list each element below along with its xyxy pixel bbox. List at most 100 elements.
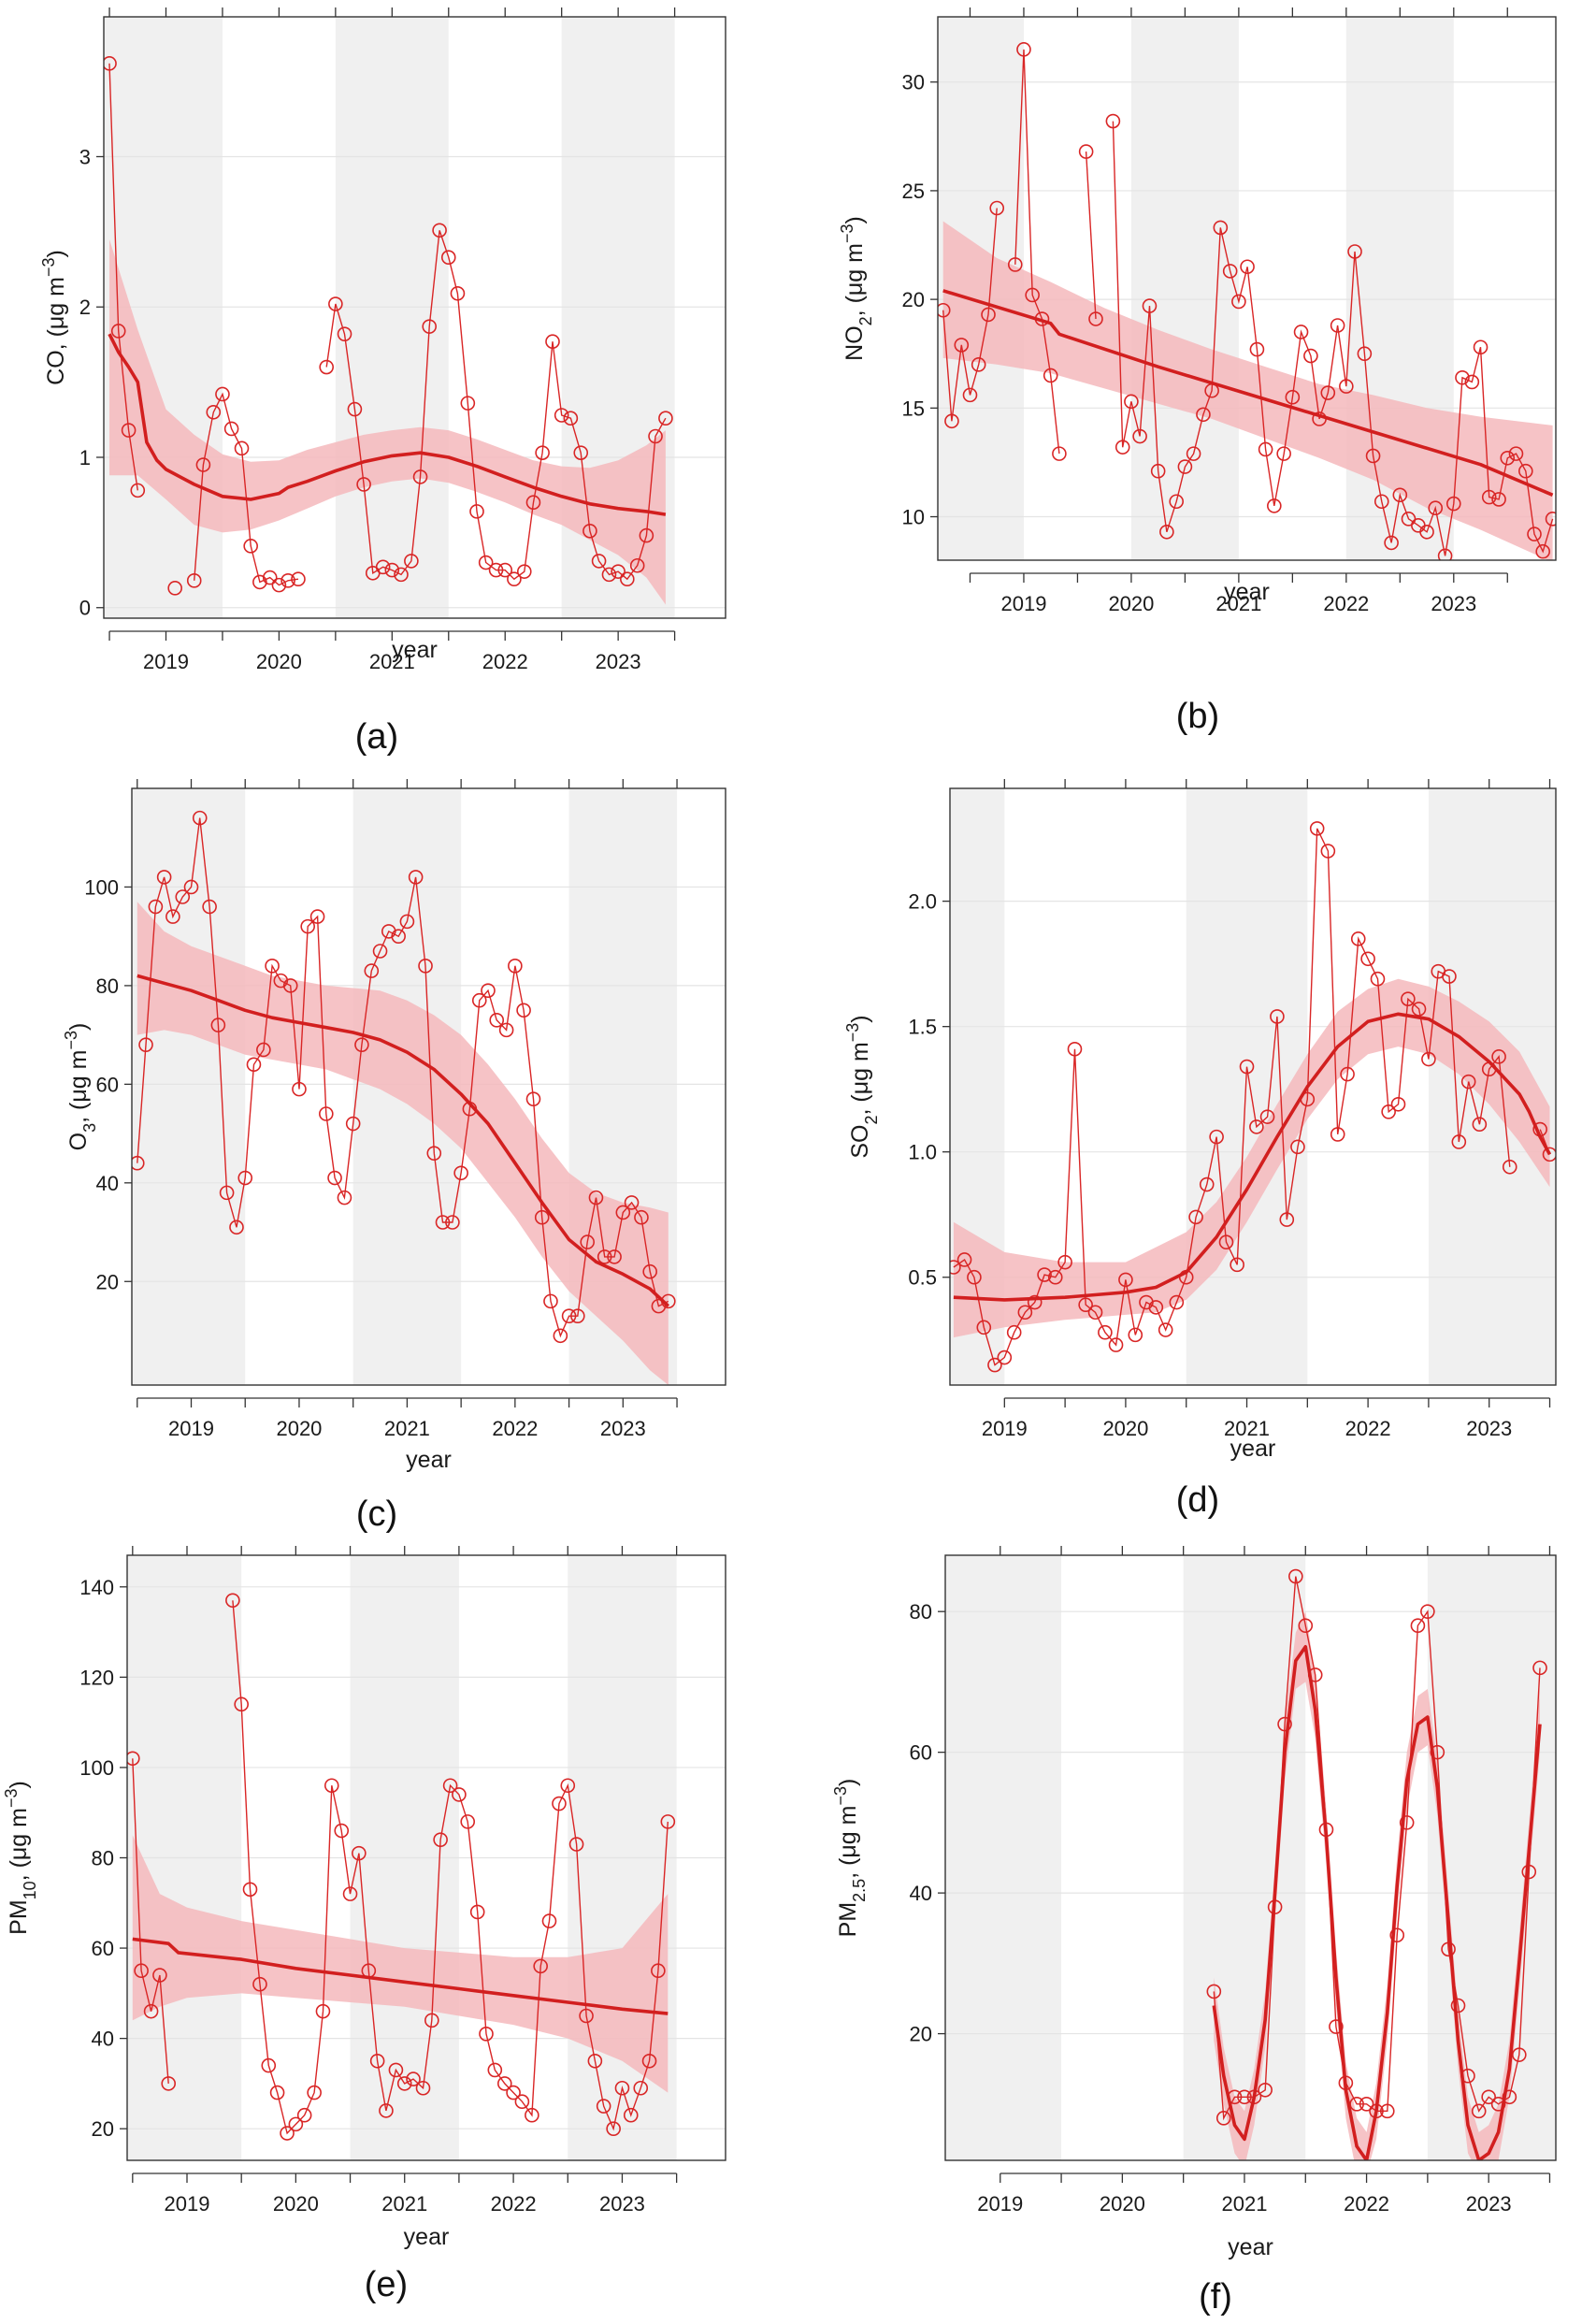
data-point: [651, 1963, 666, 1979]
year-shade-band: [132, 788, 246, 1385]
data-point: [445, 1215, 460, 1230]
data-point: [1213, 220, 1229, 236]
data-point: [1148, 1300, 1164, 1315]
data-point: [1158, 1322, 1173, 1337]
data-point: [471, 992, 487, 1008]
y-tick-label: 0: [79, 597, 91, 620]
data-point: [319, 359, 334, 375]
data-point: [629, 557, 645, 573]
data-point: [424, 2013, 439, 2028]
data-point: [623, 2107, 639, 2123]
x-tick-label: 2023: [1466, 2192, 1512, 2216]
y-axis-title-unit: , (μg m: [6, 1808, 32, 1881]
x-tick-label: 2019: [168, 1417, 214, 1440]
data-point: [1542, 1147, 1556, 1162]
data-point: [1186, 446, 1201, 461]
data-point: [620, 571, 635, 587]
data-point: [1215, 2111, 1231, 2126]
data-point: [183, 879, 199, 895]
x-tick-label: 2020: [1102, 1417, 1148, 1440]
data-point: [648, 428, 663, 444]
data-point: [1206, 1984, 1222, 1999]
data-point: [545, 334, 560, 350]
data-point: [372, 944, 388, 959]
data-point: [265, 959, 280, 974]
y-axis-title-unit: , (μg m: [841, 243, 868, 316]
data-point: [375, 559, 391, 575]
data-point: [496, 2076, 512, 2091]
data-point: [1132, 428, 1147, 444]
data-point: [1330, 1127, 1345, 1142]
data-point: [406, 2071, 421, 2086]
monthly-series-line: [232, 1600, 669, 2135]
data-point: [252, 574, 267, 590]
x-tick-label: 2021: [1215, 592, 1261, 615]
y-axis-title-sup: −3: [831, 1786, 850, 1806]
data-point: [956, 1252, 972, 1267]
x-tick-label: 2019: [165, 2192, 210, 2216]
data-point: [1290, 1139, 1305, 1155]
y-axis-title-main: CO, (: [43, 328, 69, 384]
data-point: [422, 319, 438, 334]
data-point: [1169, 1294, 1185, 1310]
data-point: [1087, 1305, 1103, 1321]
y-tick-label: 0.5: [908, 1266, 937, 1290]
y-axis-title: SO2, (μg m−3): [843, 1015, 881, 1158]
monthly-series-line: [194, 392, 299, 586]
data-point: [292, 1081, 307, 1097]
data-point: [175, 889, 191, 904]
y-axis-title-unit: μg m: [43, 277, 69, 329]
data-point: [1450, 1998, 1466, 2014]
y-axis-title-close: ): [835, 1779, 861, 1786]
y-tick-label: 100: [79, 1756, 114, 1780]
y-axis-title-main: PM: [835, 1902, 861, 1938]
y-axis-title-close: ): [43, 250, 69, 257]
data-point: [1441, 1941, 1456, 1957]
data-point: [319, 1106, 334, 1121]
data-point: [634, 1209, 649, 1225]
data-point: [1270, 1009, 1285, 1024]
data-point: [560, 1778, 576, 1794]
data-point: [987, 1357, 1002, 1373]
y-tick-label: 80: [96, 974, 119, 998]
y-tick-label: 30: [902, 71, 925, 94]
data-point: [132, 1155, 145, 1171]
data-point: [327, 1170, 342, 1186]
data-point: [152, 1968, 167, 1983]
monthly-series-line: [942, 208, 998, 422]
y-axis-title-main: PM: [6, 1899, 32, 1935]
data-point: [1527, 527, 1542, 541]
data-point: [554, 408, 569, 423]
data-point: [639, 527, 654, 543]
data-point: [161, 2076, 177, 2091]
data-point: [243, 539, 258, 554]
data-point: [981, 307, 996, 323]
trend-line: [1212, 1645, 1542, 2160]
x-tick-label: 2019: [977, 2192, 1023, 2216]
data-point: [478, 555, 494, 570]
data-point: [1512, 2047, 1527, 2062]
trend-line: [132, 1937, 669, 2015]
data-point: [561, 1308, 577, 1323]
data-point: [508, 959, 523, 974]
data-point: [1535, 543, 1551, 559]
data-point: [396, 2076, 412, 2091]
data-point: [596, 2099, 611, 2114]
panel-caption: (a): [355, 717, 398, 757]
x-axis-title: year: [1224, 579, 1270, 605]
year-shade-band: [1130, 17, 1239, 560]
y-tick-label: 2.0: [908, 890, 937, 914]
data-point: [525, 495, 541, 511]
data-point: [568, 1837, 584, 1852]
data-point: [130, 483, 146, 498]
trend-line: [953, 1012, 1552, 1302]
x-tick-label: 2022: [492, 1417, 538, 1440]
y-tick-label: 1.5: [908, 1016, 937, 1039]
data-point: [1293, 325, 1309, 339]
data-point: [121, 423, 137, 438]
data-point: [1365, 448, 1381, 464]
y-tick-label: 100: [84, 875, 119, 899]
data-point: [1481, 2089, 1496, 2105]
data-point: [1037, 1267, 1052, 1282]
data-point: [1360, 951, 1375, 967]
